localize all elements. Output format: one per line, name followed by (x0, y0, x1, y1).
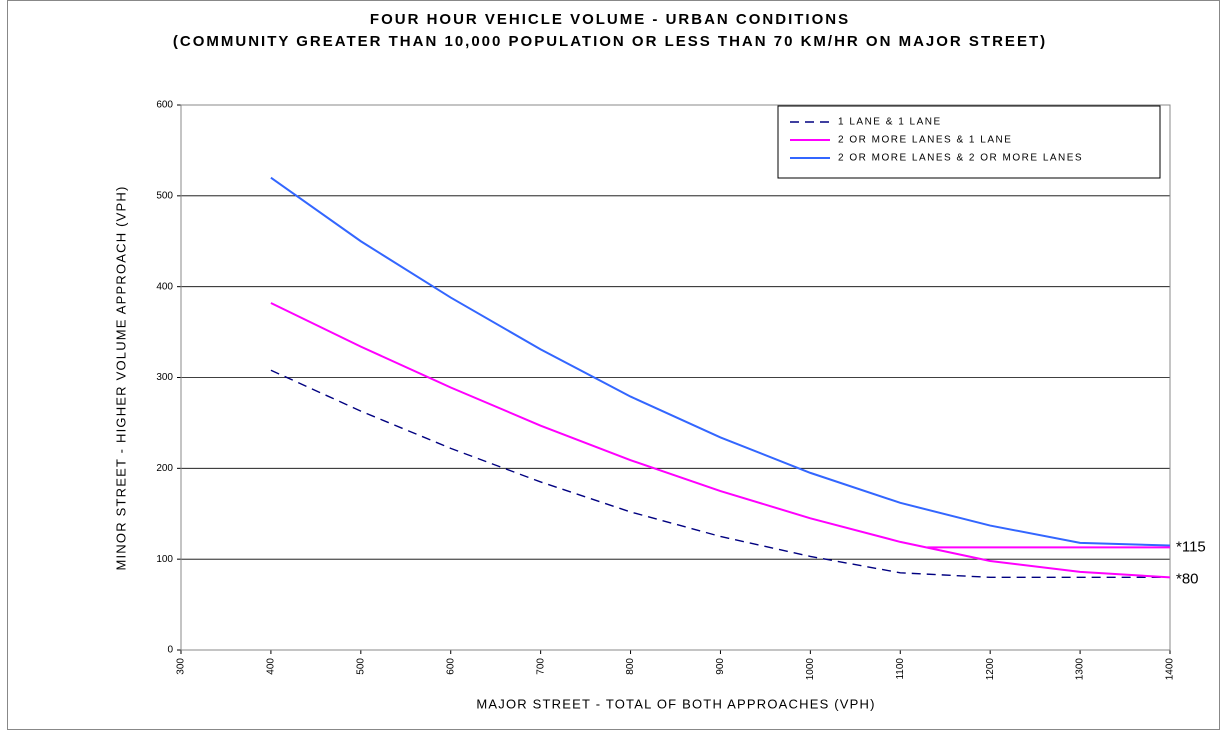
chart-subtitle: (COMMUNITY GREATER THAN 10,000 POPULATIO… (173, 33, 1047, 50)
series-line (270, 369, 1170, 579)
x-tick-label: 600 (445, 658, 456, 675)
x-tick-label: 1100 (895, 658, 906, 680)
legend-label: 2 OR MORE LANES & 2 OR MORE LANES (838, 153, 1083, 164)
legend-label: 1 LANE & 1 LANE (838, 117, 942, 128)
plot-border (180, 104, 1171, 651)
x-tick-label: 800 (625, 658, 636, 675)
annotation: *80 (1176, 570, 1199, 587)
x-tick-label: 400 (266, 658, 277, 675)
y-tick-label: 500 (156, 190, 173, 201)
x-tick-label: 300 (176, 658, 187, 675)
y-axis-label: MINOR STREET - HIGHER VOLUME APPROACH (V… (113, 185, 128, 570)
legend-label: 2 OR MORE LANES & 1 LANE (838, 135, 1012, 146)
x-tick-label: 1200 (985, 658, 996, 681)
series-line (270, 302, 1171, 579)
x-tick-label: 500 (355, 658, 366, 675)
y-tick-label: 0 (167, 645, 173, 656)
annotation: *115 (1176, 539, 1206, 556)
y-tick-label: 600 (156, 100, 173, 111)
y-tick-label: 200 (156, 463, 173, 474)
x-tick-label: 1000 (805, 658, 816, 681)
x-axis-label: MAJOR STREET - TOTAL OF BOTH APPROACHES … (476, 696, 875, 711)
x-tick-label: 1300 (1075, 658, 1086, 681)
x-tick-label: 700 (535, 658, 546, 675)
y-tick-label: 300 (156, 372, 173, 383)
legend-box (777, 105, 1161, 179)
series-line (270, 176, 1171, 547)
x-tick-label: 1400 (1165, 658, 1176, 681)
y-tick-label: 100 (156, 554, 173, 565)
chart-title: FOUR HOUR VEHICLE VOLUME - URBAN CONDITI… (370, 11, 850, 28)
x-tick-label: 900 (715, 658, 726, 675)
frame (7, 0, 1220, 730)
y-tick-label: 400 (156, 281, 173, 292)
